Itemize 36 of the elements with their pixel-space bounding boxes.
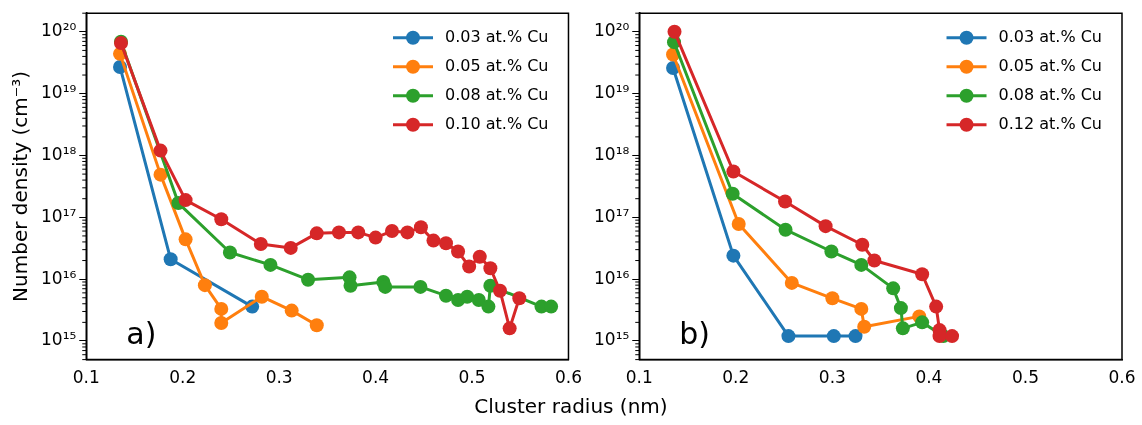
x-tick-label: 0.3 xyxy=(818,367,846,388)
y-tick-label: 10¹⁵ xyxy=(594,329,630,350)
y-tick-label: 10²⁰ xyxy=(594,20,630,41)
x-tick-label: 0.1 xyxy=(625,367,653,388)
legend-label: 0.08 at.% Cu xyxy=(998,84,1103,104)
x-tick-label: 0.6 xyxy=(554,367,583,388)
y-axis-title: Number density (cm⁻³) xyxy=(8,70,33,302)
y-tick-label: 10¹⁵ xyxy=(41,329,77,350)
x-tick-label: 0.2 xyxy=(722,367,750,388)
x-tick-label: 0.1 xyxy=(72,367,100,388)
annotation: a) xyxy=(126,315,157,351)
x-tick-label: 0.5 xyxy=(1011,367,1039,388)
y-tick-label: 10²⁰ xyxy=(41,20,77,41)
y-tick-label: 10¹⁹ xyxy=(41,82,77,103)
legend-label: 0.03 at.% Cu xyxy=(998,26,1103,46)
x-tick-label: 0.3 xyxy=(265,367,293,388)
legend-label: 0.05 at.% Cu xyxy=(998,55,1103,75)
x-tick-label: 0.4 xyxy=(915,367,943,388)
y-tick-label: 10¹⁹ xyxy=(594,82,630,103)
legend-label: 0.12 at.% Cu xyxy=(998,113,1103,133)
x-tick-label: 0.5 xyxy=(458,367,486,388)
x-axis-title: Cluster radius (nm) xyxy=(473,394,669,418)
legend-label: 0.03 at.% Cu xyxy=(445,26,549,46)
legend-label: 0.08 at.% Cu xyxy=(445,84,549,104)
legend-label: 0.10 at.% Cu xyxy=(445,113,549,133)
y-tick-label: 10¹⁷ xyxy=(41,205,77,226)
y-tick-label: 10¹⁷ xyxy=(594,205,630,226)
legend-label: 0.05 at.% Cu xyxy=(445,55,549,75)
y-tick-label: 10¹⁸ xyxy=(41,143,77,164)
annotation: b) xyxy=(679,315,711,351)
y-tick-label: 10¹⁶ xyxy=(594,267,630,288)
x-tick-label: 0.6 xyxy=(1108,367,1136,388)
x-tick-label: 0.2 xyxy=(169,367,197,388)
y-tick-label: 10¹⁶ xyxy=(41,267,77,288)
y-tick-label: 10¹⁸ xyxy=(594,143,630,164)
x-tick-label: 0.4 xyxy=(362,367,390,388)
